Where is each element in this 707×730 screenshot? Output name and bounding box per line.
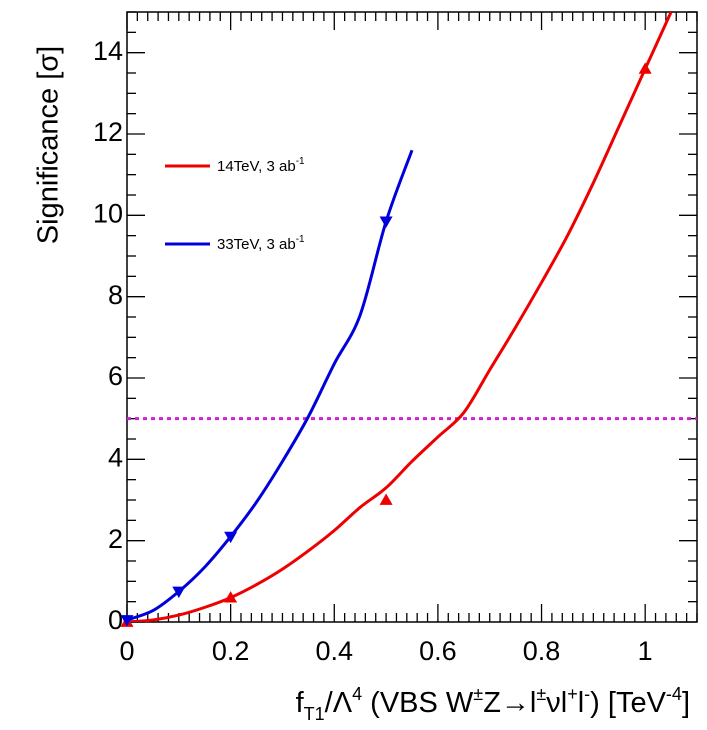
data-point-marker <box>638 62 652 74</box>
x-title-unit-exp: -4 <box>666 684 682 704</box>
y-tick-label: 10 <box>93 198 123 228</box>
x-tick-label: 0 <box>119 636 134 666</box>
x-title-plus: + <box>567 684 578 704</box>
x-axis-title: fT1/Λ4 (VBS W±Z→l±νl+l-) [TeV-4] <box>296 684 690 724</box>
series-line-2 <box>127 149 414 622</box>
data-point-marker <box>224 591 238 603</box>
y-tick-label: 4 <box>108 442 123 472</box>
data-point-marker <box>172 586 186 598</box>
legend-label-2: 33TeV, 3 ab-1 <box>217 234 305 253</box>
x-title-end: ] <box>682 687 690 719</box>
x-title-lambda: /Λ <box>325 687 353 719</box>
y-tick-label: 14 <box>93 36 123 66</box>
x-title-pm2: ± <box>536 684 546 704</box>
x-title-f: f <box>296 687 305 719</box>
series-group <box>120 12 673 627</box>
data-point-marker <box>224 531 238 544</box>
x-tick-label: 0.4 <box>315 636 353 666</box>
y-tick-label: 2 <box>108 524 123 554</box>
x-tick-label: 0.8 <box>523 636 561 666</box>
legend: 14TeV, 3 ab-1 33TeV, 3 ab-1 <box>165 156 305 253</box>
series-line-1 <box>127 12 673 622</box>
x-title-l: l <box>578 687 584 719</box>
legend-label-1: 14TeV, 3 ab-1 <box>217 156 305 175</box>
x-title-close: ) [TeV <box>590 687 666 719</box>
x-title-nu: νl <box>546 687 567 719</box>
x-title-mid: Z→l <box>483 687 536 719</box>
x-title-sub: T1 <box>304 704 325 724</box>
data-point-marker <box>379 216 393 228</box>
x-title-pre: (VBS W <box>362 687 474 719</box>
y-tick-label: 8 <box>108 280 123 310</box>
x-tick-label: 1 <box>638 636 653 666</box>
y-tick-label: 12 <box>93 117 123 147</box>
plot-frame <box>126 11 698 623</box>
y-tick-label: 0 <box>108 605 123 635</box>
x-title-pm1: ± <box>473 684 483 704</box>
x-tick-label: 0.6 <box>419 636 457 666</box>
y-axis-title: Significance [σ] <box>33 46 65 244</box>
x-title-minus: - <box>584 684 590 704</box>
data-point-marker <box>120 615 134 627</box>
data-point-marker <box>379 493 393 505</box>
y-tick-label: 6 <box>108 361 123 391</box>
x-title-lambda-exp: 4 <box>352 684 362 704</box>
x-tick-label: 0.2 <box>212 636 250 666</box>
